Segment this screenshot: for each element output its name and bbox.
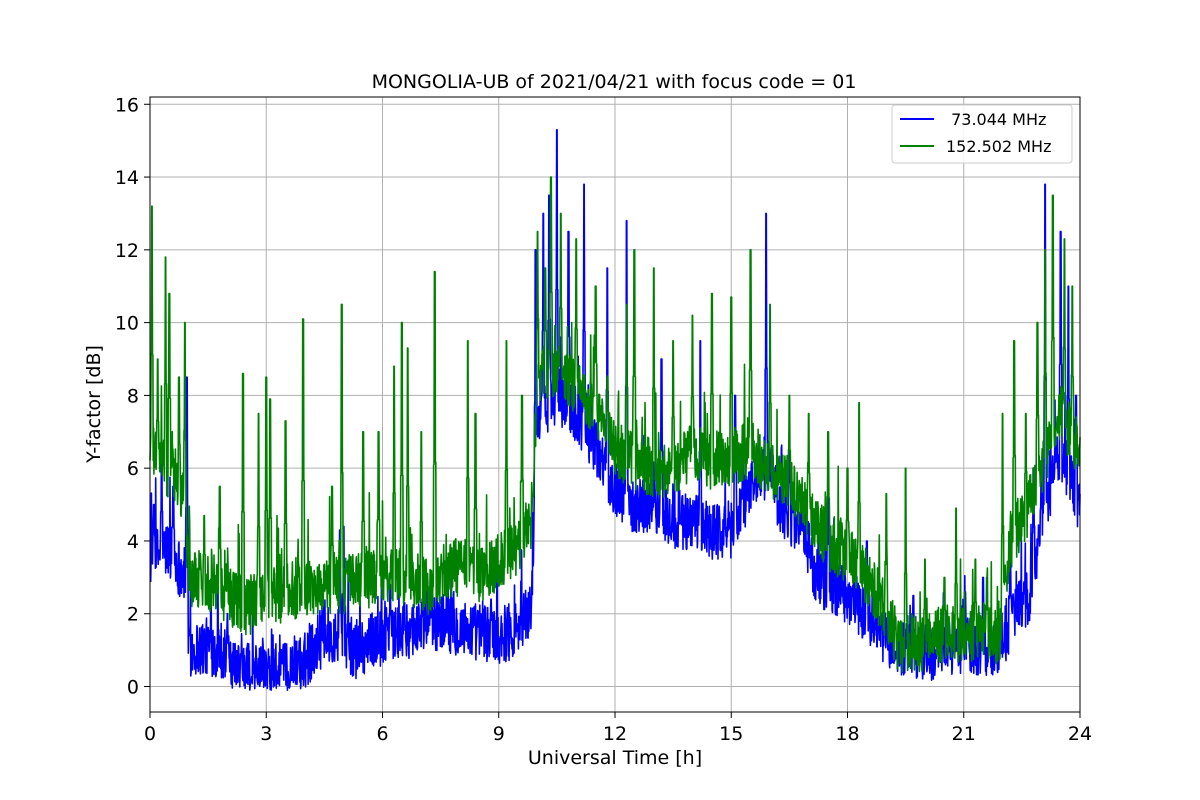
series-layer — [149, 129, 1081, 691]
x-tick-label: 9 — [493, 723, 505, 745]
y-tick-label: 8 — [127, 385, 139, 407]
x-tick-label: 18 — [835, 723, 859, 745]
x-tick-label: 24 — [1068, 723, 1092, 745]
y-tick-label: 12 — [115, 240, 139, 262]
y-tick-label: 16 — [115, 94, 139, 116]
y-tick-label: 10 — [115, 313, 139, 335]
legend-label-series-2: 152.502 MHz — [946, 137, 1051, 156]
x-tick-label: 0 — [144, 723, 156, 745]
chart-title: MONGOLIA-UB of 2021/04/21 with focus cod… — [372, 71, 857, 93]
x-tick-label: 6 — [376, 723, 388, 745]
legend-label-series-1: 73.044 MHz — [946, 110, 1046, 129]
series-line-1 — [149, 129, 1081, 691]
y-tick-label: 6 — [127, 458, 139, 480]
y-tick-label: 14 — [115, 167, 139, 189]
legend: 73.044 MHz 152.502 MHz — [891, 104, 1073, 164]
y-axis: 0 2 4 6 8 10 12 14 16 — [115, 94, 150, 699]
x-axis: 0 3 6 9 12 15 18 21 24 — [144, 712, 1092, 745]
x-tick-label: 3 — [260, 723, 272, 745]
y-tick-label: 4 — [127, 531, 139, 553]
x-axis-title: Universal Time [h] — [528, 747, 702, 769]
x-tick-label: 21 — [952, 723, 976, 745]
x-tick-label: 15 — [719, 723, 743, 745]
legend-box — [891, 104, 1073, 164]
y-tick-label: 2 — [127, 604, 139, 626]
series-line-2 — [149, 176, 1081, 673]
y-axis-title: Y-factor [dB] — [83, 345, 105, 464]
y-tick-label: 0 — [127, 677, 139, 699]
x-tick-label: 12 — [603, 723, 627, 745]
